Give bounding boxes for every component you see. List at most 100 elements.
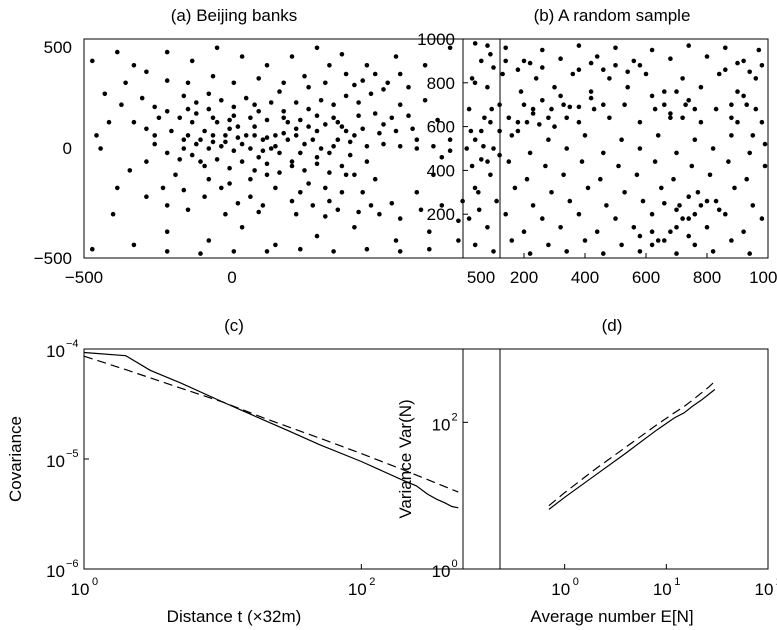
panel-b-point — [655, 133, 661, 138]
panel-a-point — [123, 80, 128, 86]
panel-a-title: (a) Beijing banks — [171, 6, 298, 25]
panel-a-point — [243, 133, 249, 138]
panel-c-series-solid — [83, 351, 459, 509]
panel-a-point — [164, 49, 170, 55]
panel-b-point — [698, 119, 704, 125]
panel-a-point — [90, 58, 95, 64]
panel-a-point — [289, 163, 295, 169]
panel-b-point — [649, 211, 655, 217]
panel-a-point — [289, 198, 295, 204]
panel-a-point — [418, 207, 424, 213]
panel-b-point — [698, 203, 704, 208]
panel-a-point — [335, 207, 341, 213]
panel-a-point — [189, 58, 195, 64]
panel-b-point — [509, 238, 515, 243]
panel-b-point — [613, 216, 618, 221]
panel-a-point — [239, 159, 245, 164]
panel-a-point — [306, 84, 311, 90]
panel-a-point — [273, 242, 278, 248]
panel-b-point — [649, 93, 655, 99]
panel-a-point — [264, 249, 270, 254]
panel-b-point — [549, 106, 554, 112]
panel-a-point — [310, 203, 316, 208]
panel-b-point — [649, 47, 655, 53]
panel-a-point — [235, 135, 241, 140]
panel-b-xtick-label: 200 — [510, 268, 538, 287]
panel-b-point — [677, 203, 682, 208]
panel-b-point — [540, 47, 545, 53]
panel-a-point — [235, 124, 241, 129]
panel-a-point — [281, 80, 287, 86]
panel-b-point — [674, 225, 679, 230]
panel-b-point — [485, 84, 490, 90]
panel-d-ytick-base: 10 — [432, 562, 451, 581]
panel-a-point — [181, 146, 187, 151]
panel-a-point — [364, 144, 370, 149]
panel-a-point — [377, 130, 382, 136]
panel-b-point — [497, 128, 502, 134]
panel-a-point — [164, 203, 170, 208]
panel-a-point — [306, 124, 311, 129]
panel-a-point — [231, 113, 237, 118]
panel-a-point — [472, 185, 478, 191]
panel-a-point — [231, 104, 237, 110]
panel-a-point — [94, 133, 99, 138]
panel-b-point — [488, 52, 493, 57]
panel-a-point — [331, 102, 336, 107]
panel-b-point — [521, 102, 527, 107]
panel-a-point — [331, 249, 336, 254]
panel-b-point — [601, 251, 606, 256]
panel-b-point — [585, 185, 591, 191]
panel-a-point — [447, 137, 453, 142]
panel-a-point — [268, 146, 274, 151]
panel-b-point — [564, 249, 569, 254]
panel-a-point — [364, 246, 370, 252]
panel-a-point — [323, 185, 328, 191]
panel-a-point — [231, 80, 237, 86]
panel-a-point — [327, 63, 332, 68]
panel-b-point — [479, 157, 484, 162]
panel-b-point — [503, 58, 509, 64]
panel-b-point — [674, 89, 679, 94]
panel-b-point — [762, 141, 768, 147]
panel-a-point — [339, 163, 345, 169]
panel-a-point — [177, 115, 182, 121]
panel-b-point — [668, 115, 673, 121]
panel-b-point — [716, 207, 722, 213]
panel-b-point — [533, 76, 539, 81]
panel-a-point — [314, 45, 320, 51]
panel-a-point — [314, 113, 320, 118]
panel-a-xtick-left: −500 — [65, 268, 103, 287]
panel-a-point — [368, 91, 374, 97]
panel-a-point — [223, 139, 228, 145]
panel-b-point — [726, 159, 731, 164]
panel-b-ytick-label: 600 — [427, 118, 455, 137]
panel-c-ticks: 10 0 10 210 −610 −510 −4 — [46, 338, 375, 599]
panel-c-xlabel: Distance t (×32m) — [167, 607, 302, 626]
panel-b-point — [695, 190, 701, 195]
panel-c-xtick-base: 10 — [348, 580, 367, 599]
panel-b-points — [466, 41, 768, 256]
panel-d-frame — [462, 348, 769, 570]
panel-a-point — [131, 242, 137, 248]
panel-b-point — [607, 76, 612, 81]
panel-b-point — [655, 238, 661, 243]
panel-b-point — [540, 65, 545, 70]
panel-a-point — [268, 100, 274, 105]
panel-b-point — [576, 43, 582, 48]
panel-b-point — [527, 251, 533, 256]
panel-a-point — [227, 165, 232, 171]
panel-b-point — [616, 163, 621, 169]
panel-a-point — [260, 203, 266, 208]
panel-b-point — [735, 119, 740, 125]
panel-a-point — [127, 168, 133, 173]
panel-b-point — [762, 163, 768, 169]
panel-b-point — [491, 146, 496, 151]
panel-b-point — [649, 242, 655, 248]
panel-a-point — [144, 69, 149, 75]
panel-b-point — [540, 216, 545, 221]
panel-a-point — [235, 201, 241, 206]
panel-a-point — [456, 238, 461, 243]
panel-c-ytick-exp: −4 — [66, 338, 79, 350]
panel-a-point — [464, 146, 470, 151]
